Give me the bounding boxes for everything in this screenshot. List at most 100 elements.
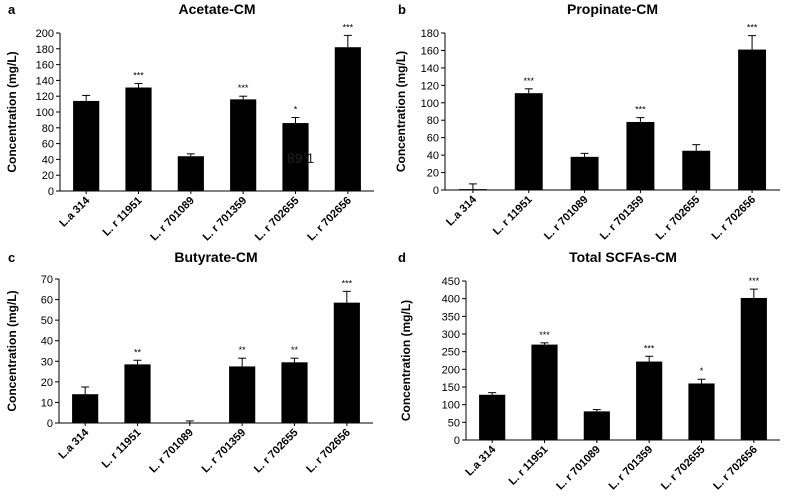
x-tick-label: L.a 314 [444, 193, 479, 228]
chart-title: Propinate-CM [567, 1, 658, 17]
y-tick-label: 40 [427, 150, 439, 162]
panel-letter: a [8, 2, 16, 17]
x-tick-label: L. r 701089 [147, 427, 196, 476]
y-tick-label: 140 [36, 75, 54, 87]
panel-letter: c [8, 250, 15, 265]
x-tick-label: L. r 701089 [148, 195, 197, 244]
x-tick-label: L. r 702655 [252, 427, 301, 476]
bar [531, 344, 558, 440]
bar [281, 362, 308, 423]
bar [333, 302, 360, 423]
x-tick-label: L. r 702656 [305, 195, 354, 244]
significance-marker: ** [134, 347, 142, 357]
bar [740, 297, 767, 440]
y-tick-label: 160 [421, 45, 439, 57]
y-tick-label: 60 [41, 295, 53, 307]
y-tick-label: 120 [36, 91, 54, 103]
x-tick-label: L. r 701359 [201, 195, 250, 244]
y-tick-label: 0 [47, 418, 53, 430]
x-tick-label: L. r 701359 [200, 427, 249, 476]
chart-title: Total SCFAs-CM [569, 249, 677, 265]
significance-marker: *** [523, 76, 534, 86]
y-axis-label: Concentration (mg/L) [399, 300, 413, 421]
panel-propinate: b Propinate-CM Concentration (mg/L) 0 20 40 60… [394, 1, 780, 242]
y-tick-label: 20 [41, 377, 53, 389]
bar [282, 123, 309, 191]
y-tick-label: 0 [48, 186, 54, 198]
bar [230, 99, 257, 191]
y-tick-label: 120 [421, 80, 439, 92]
y-tick-label: 60 [427, 133, 439, 145]
y-tick-label: 40 [42, 154, 54, 166]
x-tick-label: L. r 701089 [554, 444, 603, 493]
panel-butyrate: c Butyrate-CM Concentration (mg/L) 0 10 20 30 4… [5, 249, 373, 475]
bar [583, 411, 610, 440]
y-tick-label: 100 [442, 400, 460, 412]
bar [688, 383, 715, 440]
panel-letter: b [398, 2, 406, 17]
x-tick-label: L. r 701359 [598, 194, 647, 243]
y-axis-label: Concentration (mg/L) [5, 290, 19, 411]
panel-acetate: a Acetate-CM Concentration (mg/L) 0 20 40 60 80… [5, 1, 374, 243]
x-tick-label: L.a 314 [463, 443, 498, 478]
significance-marker: *** [539, 330, 550, 340]
x-tick-label: L. r 702656 [710, 194, 759, 243]
y-tick-label: 200 [442, 364, 460, 376]
y-tick-label: 80 [427, 115, 439, 127]
bar [738, 49, 767, 191]
y-tick-label: 140 [421, 63, 439, 75]
stray-overlay-text: 89 1 [287, 150, 314, 166]
bar [570, 156, 599, 190]
panel-letter: d [398, 250, 406, 265]
significance-marker: ** [239, 345, 247, 355]
bar [626, 121, 655, 190]
y-axis-label: Concentration (mg/L) [5, 51, 19, 172]
y-tick-label: 150 [442, 382, 460, 394]
x-tick-label: L. r 702656 [304, 427, 353, 476]
bar [125, 87, 152, 191]
bar [72, 394, 99, 423]
significance-marker: *** [749, 276, 760, 286]
x-tick-label: L. r 11951 [101, 195, 145, 239]
bar [334, 47, 361, 191]
x-tick-label: L. r 702655 [659, 444, 708, 493]
x-tick-label: L.a 314 [56, 426, 91, 461]
y-tick-label: 30 [41, 356, 53, 368]
significance-marker: * [294, 105, 298, 115]
x-tick-label: L.a 314 [57, 194, 92, 229]
y-tick-label: 100 [421, 98, 439, 110]
significance-marker: *** [238, 83, 249, 93]
y-tick-label: 0 [454, 435, 460, 447]
significance-marker: * [700, 366, 704, 376]
y-axis-label: Concentration (mg/L) [394, 51, 408, 172]
y-tick-label: 50 [41, 315, 53, 327]
x-tick-label: L. r 11951 [100, 427, 144, 471]
y-tick-label: 50 [448, 417, 460, 429]
x-tick-label: L. r 11951 [491, 194, 535, 238]
significance-marker: *** [342, 278, 353, 288]
significance-marker: ** [291, 345, 299, 355]
y-tick-label: 160 [36, 60, 54, 72]
y-tick-label: 100 [36, 107, 54, 119]
bar [73, 100, 100, 191]
y-tick-label: 180 [36, 44, 54, 56]
x-tick-label: L. r 701359 [607, 444, 656, 493]
y-tick-label: 60 [42, 139, 54, 151]
y-tick-label: 80 [42, 123, 54, 135]
x-tick-label: L. r 702655 [253, 195, 302, 244]
bar [124, 364, 151, 423]
x-tick-label: L. r 701089 [542, 194, 591, 243]
panel-total-scfas: d Total SCFAs-CM Concentration (mg/L) 0 50 10… [398, 249, 780, 492]
y-tick-label: 250 [442, 347, 460, 359]
x-tick-label: L. r 702655 [654, 194, 703, 243]
y-tick-label: 400 [442, 294, 460, 306]
y-tick-label: 300 [442, 329, 460, 341]
bar [229, 366, 256, 423]
y-tick-label: 40 [41, 336, 53, 348]
x-tick-label: L. r 702656 [711, 444, 760, 493]
significance-marker: *** [133, 71, 144, 81]
bar [682, 150, 711, 190]
bar [636, 361, 663, 440]
y-tick-label: 10 [41, 397, 53, 409]
